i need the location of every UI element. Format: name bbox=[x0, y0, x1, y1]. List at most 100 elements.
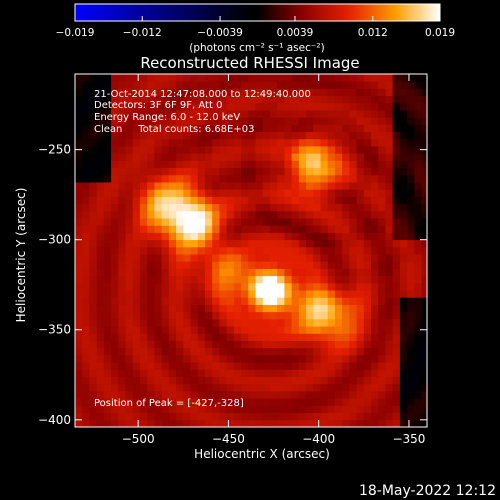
heatmap-cell bbox=[262, 182, 271, 190]
heatmap-cell bbox=[291, 261, 300, 269]
heatmap-cell bbox=[132, 239, 141, 248]
heatmap-cell bbox=[313, 117, 321, 125]
heatmap-cell bbox=[407, 275, 415, 284]
heatmap-cell bbox=[407, 167, 415, 176]
heatmap-cell bbox=[291, 275, 300, 284]
heatmap-cell bbox=[168, 210, 177, 219]
heatmap-cell bbox=[421, 81, 427, 89]
heatmap-cell bbox=[241, 290, 249, 298]
heatmap-cell bbox=[219, 412, 228, 421]
heatmap-cell bbox=[139, 131, 148, 140]
heatmap-cell bbox=[161, 268, 170, 277]
heatmap-cell bbox=[248, 304, 256, 313]
heatmap-cell bbox=[262, 210, 271, 219]
heatmap-cell bbox=[407, 174, 415, 183]
heatmap-cell bbox=[212, 412, 220, 421]
heatmap-cell bbox=[356, 146, 365, 154]
heatmap-cell bbox=[168, 167, 177, 176]
heatmap-cell bbox=[255, 333, 264, 341]
heatmap-cell bbox=[103, 290, 112, 298]
heatmap-cell bbox=[392, 354, 401, 363]
heatmap-cell bbox=[327, 102, 336, 111]
heatmap-cell bbox=[277, 419, 285, 427]
heatmap-cell bbox=[356, 153, 365, 161]
heatmap-cell bbox=[421, 290, 427, 298]
heatmap-cell bbox=[385, 354, 394, 363]
heatmap-cell bbox=[241, 412, 249, 421]
heatmap-cell bbox=[75, 376, 83, 385]
heatmap-cell bbox=[269, 254, 278, 262]
heatmap-cell bbox=[132, 153, 141, 161]
heatmap-cell bbox=[313, 282, 321, 291]
heatmap-cell bbox=[183, 210, 191, 219]
heatmap-cell bbox=[414, 239, 422, 248]
heatmap-cell bbox=[421, 405, 427, 413]
heatmap-cell bbox=[363, 95, 372, 104]
heatmap-cell bbox=[147, 225, 155, 233]
heatmap-cell bbox=[226, 146, 235, 154]
heatmap-cell bbox=[161, 95, 170, 104]
heatmap-cell bbox=[248, 182, 256, 190]
heatmap-cell bbox=[82, 225, 90, 233]
heatmap-cell bbox=[82, 131, 90, 140]
heatmap-cell bbox=[183, 390, 191, 399]
heatmap-cell bbox=[320, 390, 329, 399]
heatmap-cell bbox=[385, 95, 394, 104]
heatmap-cell bbox=[399, 326, 408, 334]
heatmap-cell bbox=[349, 311, 357, 320]
heatmap-cell bbox=[233, 340, 242, 349]
heatmap-cell bbox=[96, 160, 105, 169]
heatmap-cell bbox=[262, 340, 271, 349]
heatmap-cell bbox=[89, 304, 98, 313]
heatmap-cell bbox=[298, 117, 307, 125]
heatmap-cell bbox=[176, 146, 184, 154]
heatmap-cell bbox=[154, 297, 163, 305]
heatmap-cell bbox=[313, 362, 321, 370]
heatmap-cell bbox=[233, 218, 242, 226]
heatmap-cell bbox=[334, 254, 343, 262]
heatmap-cell bbox=[118, 210, 126, 219]
heatmap-cell bbox=[233, 383, 242, 392]
heatmap-cell bbox=[197, 225, 206, 233]
heatmap-cell bbox=[75, 347, 83, 356]
heatmap-cell bbox=[284, 131, 293, 140]
heatmap-cell bbox=[421, 383, 427, 392]
heatmap-cell bbox=[132, 189, 141, 197]
heatmap-cell bbox=[204, 81, 213, 89]
heatmap-cell bbox=[363, 311, 372, 320]
heatmap-cell bbox=[132, 419, 141, 427]
heatmap-cell bbox=[334, 160, 343, 169]
heatmap-cell bbox=[75, 311, 83, 320]
heatmap-cell bbox=[306, 210, 314, 219]
heatmap-cell bbox=[320, 124, 329, 133]
chart-title: Reconstructed RHESSI Image bbox=[140, 54, 359, 72]
heatmap-cell bbox=[241, 153, 249, 161]
heatmap-cell bbox=[277, 297, 285, 305]
heatmap-cell bbox=[241, 203, 249, 212]
heatmap-cell bbox=[103, 376, 112, 385]
heatmap-cell bbox=[421, 182, 427, 190]
heatmap-cell bbox=[421, 282, 427, 291]
heatmap-cell bbox=[154, 102, 163, 111]
heatmap-cell bbox=[241, 167, 249, 176]
heatmap-cell bbox=[161, 117, 170, 125]
heatmap-cell bbox=[132, 333, 141, 341]
heatmap-cell bbox=[269, 376, 278, 385]
heatmap-cell bbox=[111, 311, 119, 320]
heatmap-cell bbox=[248, 210, 256, 219]
heatmap-cell bbox=[320, 318, 329, 327]
heatmap-cell bbox=[82, 167, 90, 176]
heatmap-cell bbox=[125, 153, 134, 161]
heatmap-cell bbox=[197, 261, 206, 269]
heatmap-cell bbox=[190, 102, 199, 111]
heatmap-cell bbox=[306, 340, 314, 349]
heatmap-cell bbox=[248, 290, 256, 298]
heatmap-cell bbox=[306, 102, 314, 111]
heatmap-cell bbox=[190, 297, 199, 305]
heatmap-cell bbox=[103, 326, 112, 334]
heatmap-cell bbox=[219, 210, 228, 219]
heatmap-cell bbox=[197, 88, 206, 97]
heatmap-cell bbox=[342, 311, 350, 320]
heatmap-cell bbox=[291, 390, 300, 399]
heatmap-cell bbox=[378, 218, 386, 226]
